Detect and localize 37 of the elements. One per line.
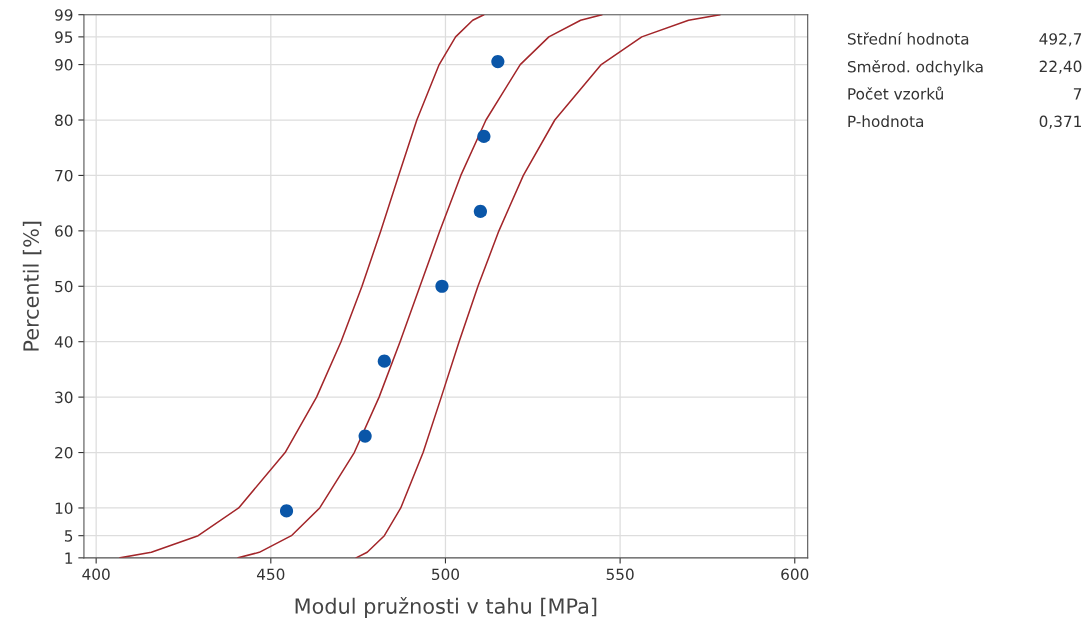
- x-tick-label: 450: [256, 568, 285, 581]
- x-axis-title: Modul pružnosti v tahu [MPa]: [295, 596, 597, 618]
- line-series: [355, 14, 721, 558]
- y-tick-label: 20: [55, 447, 73, 459]
- point: [473, 204, 487, 218]
- y-tick-label: 99: [55, 9, 73, 21]
- text: 492,7: [1039, 33, 1082, 47]
- point: [358, 429, 372, 443]
- x-tick-label: 600: [781, 568, 809, 581]
- y-tick-label: 95: [55, 31, 73, 43]
- y-tick-label: 5: [64, 530, 73, 542]
- y-tick-label: 30: [55, 391, 73, 404]
- text: 0,371: [1039, 115, 1081, 129]
- text: P-hodnota: [848, 115, 924, 128]
- point: [377, 354, 391, 368]
- text: 22,40: [1039, 60, 1082, 74]
- text: Střední hodnota: [847, 32, 969, 45]
- y-tick-label: 10: [55, 502, 73, 514]
- y-tick-label: 80: [55, 114, 73, 127]
- y-tick-label: 40: [54, 336, 73, 348]
- point: [279, 504, 294, 518]
- point: [477, 129, 491, 144]
- y-tick-label: 1: [65, 552, 73, 564]
- x-tick-label: 400: [82, 568, 110, 581]
- x-tick-label: 500: [432, 568, 460, 581]
- y-tick-label: 50: [55, 280, 73, 293]
- y-tick-label: 60: [55, 225, 73, 237]
- text: Počet vzorků: [848, 86, 943, 100]
- line-series: [237, 14, 603, 558]
- text: 7: [1073, 88, 1082, 100]
- y-axis-title: Percentil [%]: [22, 221, 42, 351]
- y-tick-label: 70: [55, 169, 73, 182]
- point: [435, 279, 449, 293]
- x-tick-label: 550: [606, 568, 634, 581]
- text: Směrod. odchylka: [847, 60, 983, 76]
- y-tick-label: 90: [55, 59, 73, 71]
- point: [491, 55, 505, 69]
